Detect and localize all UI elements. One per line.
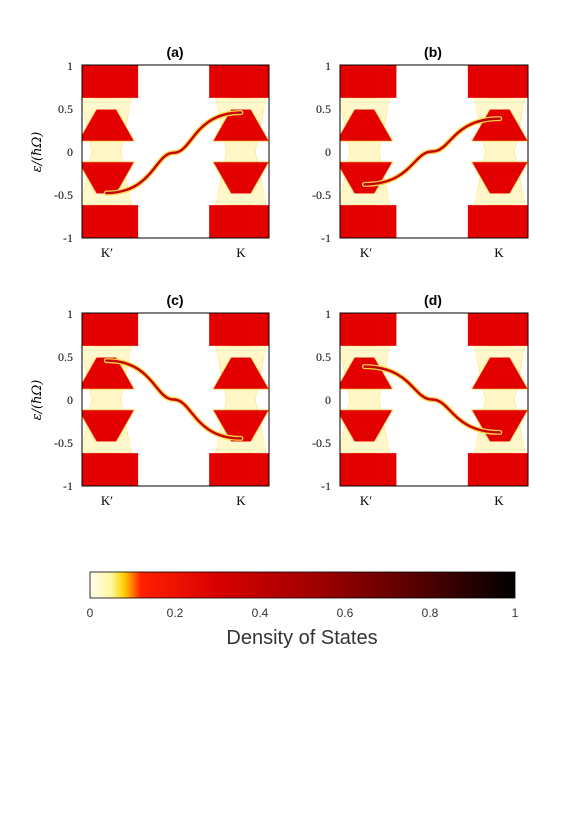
panel-b-edge-state <box>363 117 501 186</box>
panel-b-band-kprime-bottom-block <box>340 205 397 238</box>
panel-b-band-kprime-top-block <box>340 65 397 98</box>
panel-d: (d) 1 0.5 0 -0.5 -1 K′ K <box>312 292 529 508</box>
panel-d-ytick--1: -1 <box>321 479 331 493</box>
panel-d-band-k-bottom-block <box>467 453 528 486</box>
panel-d-ytick-0: 0 <box>325 393 331 407</box>
panel-a-band-kprime-bottom-block <box>82 205 139 238</box>
panel-d-band-k-top-block <box>467 313 528 346</box>
panel-b-axes-box <box>339 64 529 239</box>
panel-a-gap-k-1 <box>216 193 266 200</box>
panel-c-ylabel: ε/(ℏΩ) <box>30 380 45 421</box>
panel-d-xtick-k: K <box>494 493 504 508</box>
panel-b-gap-kprime-0 <box>340 103 389 110</box>
panel-b-ytick-1: 1 <box>325 59 331 73</box>
panel-b-title: (b) <box>424 44 442 60</box>
panel-b-ytick--0.5: -0.5 <box>312 188 331 202</box>
panel-a-yticks: 1 0.5 0 -0.5 -1 <box>54 59 73 245</box>
colorbar-tick-1: 1 <box>512 606 519 620</box>
panel-c-band-kprime-top-block <box>82 313 139 346</box>
panel-d-yticks: 1 0.5 0 -0.5 -1 <box>312 307 331 493</box>
colorbar: 0 0.2 0.4 0.6 0.8 1 Density of States <box>87 571 519 649</box>
panel-d-band-kprime-top-block <box>340 313 397 346</box>
panel-a: (a) 1 0.5 0 -0.5 -1 K′ K ε/(ℏΩ) <box>30 44 270 260</box>
panel-d-ytick--0.5: -0.5 <box>312 436 331 450</box>
panel-b-yticks: 1 0.5 0 -0.5 -1 <box>312 59 331 245</box>
panel-d-edge-state <box>363 365 501 434</box>
panel-b-gap-k-1 <box>475 193 525 200</box>
panel-b-xtick-k: K <box>494 245 504 260</box>
panel-c-plot <box>82 313 269 486</box>
panel-a-ylabel: ε/(ℏΩ) <box>30 132 45 173</box>
panel-a-band-k-bottom-block <box>209 205 269 238</box>
panel-b: (b) 1 0.5 0 -0.5 -1 K′ K <box>312 44 529 260</box>
panel-d-ytick-1: 1 <box>325 307 331 321</box>
colorbar-tick-0.4: 0.4 <box>252 606 269 620</box>
panel-d-xtick-kprime: K′ <box>360 493 372 508</box>
panel-c-gap-k-0 <box>216 351 266 358</box>
colorbar-ticks: 0 0.2 0.4 0.6 0.8 1 <box>87 606 519 620</box>
panel-d-axes-box <box>339 312 529 487</box>
panel-c: (c) 1 0.5 0 -0.5 -1 K′ K ε/(ℏΩ) <box>30 292 270 508</box>
panel-a-xtick-k: K <box>236 245 246 260</box>
panel-a-plot <box>82 65 269 238</box>
colorbar-tick-0.2: 0.2 <box>167 606 184 620</box>
panel-c-ytick--1: -1 <box>63 479 73 493</box>
panel-b-ytick-0.5: 0.5 <box>316 102 331 116</box>
panel-d-gap-k-0 <box>475 351 525 358</box>
panel-a-gap-kprime-0 <box>82 103 131 110</box>
panel-c-band-k-bottom-block <box>209 453 269 486</box>
panel-a-gap-kprime-1 <box>82 193 131 200</box>
panel-b-plot <box>340 65 528 238</box>
panel-d-ytick-0.5: 0.5 <box>316 350 331 364</box>
panel-b-band-k-bottom-block <box>467 205 528 238</box>
colorbar-tick-0.8: 0.8 <box>422 606 439 620</box>
panel-c-edge-state <box>105 359 243 440</box>
panel-b-xtick-kprime: K′ <box>360 245 372 260</box>
panel-c-xtick-k: K <box>236 493 246 508</box>
panel-a-edge-state <box>105 111 243 195</box>
panel-a-ytick-0.5: 0.5 <box>58 102 73 116</box>
panel-a-ytick-1: 1 <box>67 59 73 73</box>
panel-b-gap-kprime-1 <box>340 193 389 200</box>
panel-a-gap-k-0 <box>216 103 266 110</box>
panel-a-ytick--1: -1 <box>63 231 73 245</box>
colorbar-tick-0.6: 0.6 <box>337 606 354 620</box>
colorbar-tick-0: 0 <box>87 606 94 620</box>
panel-a-axes-box <box>81 64 270 239</box>
panel-c-band-kprime-bottom-block <box>82 453 139 486</box>
colorbar-label: Density of States <box>226 627 377 649</box>
panel-d-band-kprime-bottom-block <box>340 453 397 486</box>
panel-d-gap-kprime-0 <box>340 351 389 358</box>
panel-c-xtick-kprime: K′ <box>101 493 113 508</box>
panel-c-ytick--0.5: -0.5 <box>54 436 73 450</box>
panel-c-gap-kprime-1 <box>82 441 131 448</box>
panel-d-plot <box>340 313 528 486</box>
panel-b-gap-k-0 <box>475 103 525 110</box>
panel-a-ytick-0: 0 <box>67 145 73 159</box>
panel-b-ytick--1: -1 <box>321 231 331 245</box>
panel-c-band-k-top-block <box>209 313 269 346</box>
panel-a-ytick--0.5: -0.5 <box>54 188 73 202</box>
panel-b-band-k-top-block <box>467 65 528 98</box>
panel-c-ytick-1: 1 <box>67 307 73 321</box>
panel-c-title: (c) <box>166 292 183 308</box>
panel-a-xtick-kprime: K′ <box>101 245 113 260</box>
panel-d-title: (d) <box>424 292 442 308</box>
panel-c-yticks: 1 0.5 0 -0.5 -1 <box>54 307 73 493</box>
panel-c-ytick-0: 0 <box>67 393 73 407</box>
panel-d-gap-k-1 <box>475 441 525 448</box>
panel-a-title: (a) <box>166 44 183 60</box>
panel-c-gap-k-1 <box>216 441 266 448</box>
panel-c-ytick-0.5: 0.5 <box>58 350 73 364</box>
panel-d-gap-kprime-1 <box>340 441 389 448</box>
panel-a-band-kprime-top-block <box>82 65 139 98</box>
panel-c-axes-box <box>81 312 270 487</box>
colorbar-bar <box>89 571 516 599</box>
panel-c-gap-kprime-0 <box>82 351 131 358</box>
panel-a-band-k-top-block <box>209 65 269 98</box>
panel-b-ytick-0: 0 <box>325 145 331 159</box>
